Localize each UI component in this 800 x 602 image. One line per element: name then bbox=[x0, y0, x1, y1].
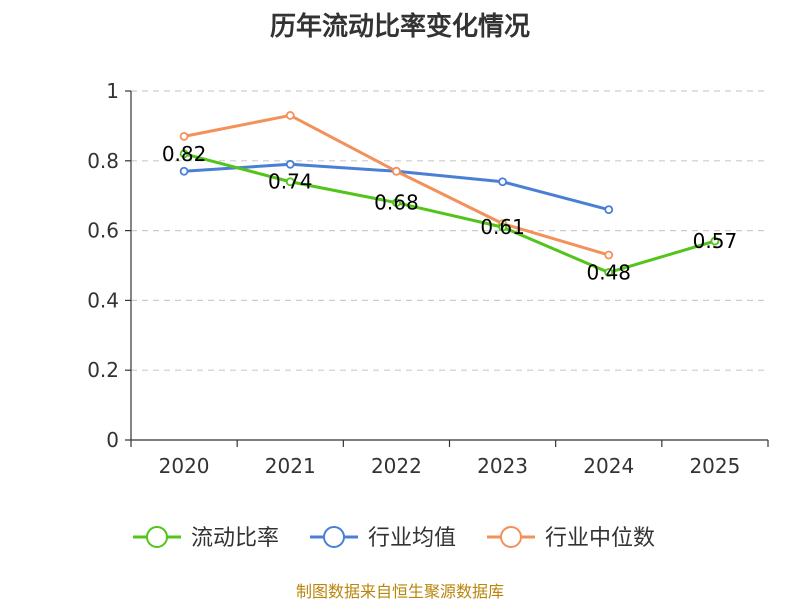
legend-label: 流动比率 bbox=[191, 526, 279, 551]
y-tick-label: 0.6 bbox=[87, 219, 119, 243]
x-tick-label: 2020 bbox=[159, 454, 210, 478]
data-label: 0.57 bbox=[693, 229, 738, 253]
series-line bbox=[183, 113, 610, 257]
data-source-note: 制图数据来自恒生聚源数据库 bbox=[295, 582, 504, 601]
data-point bbox=[604, 250, 614, 260]
chart-title: 历年流动比率变化情况 bbox=[269, 12, 530, 42]
data-label: 0.61 bbox=[480, 215, 525, 239]
y-tick-label: 0 bbox=[106, 428, 119, 452]
data-label: 0.82 bbox=[162, 142, 207, 166]
data-point bbox=[710, 236, 720, 246]
grid-lines bbox=[131, 90, 768, 371]
data-point bbox=[498, 177, 507, 187]
legend-marker-icon bbox=[146, 526, 168, 548]
legend-marker-icon bbox=[500, 526, 522, 548]
data-label: 0.68 bbox=[374, 191, 419, 215]
legend-label: 行业均值 bbox=[368, 526, 456, 551]
legend-item[interactable]: 行业均值 bbox=[310, 526, 456, 551]
data-point bbox=[285, 177, 295, 187]
y-tick-label: 0.8 bbox=[87, 149, 119, 173]
x-tick-label: 2024 bbox=[583, 454, 634, 478]
data-point bbox=[498, 222, 507, 232]
axes: 0 0.2 0.4 0.6 0.8 1 2020 2021 2022 2023 2024 2025 bbox=[87, 79, 769, 478]
data-point bbox=[392, 198, 401, 208]
data-point bbox=[179, 131, 189, 141]
data-point bbox=[179, 149, 189, 159]
data-point bbox=[604, 205, 614, 215]
series-lines bbox=[179, 111, 720, 277]
legend-marker-icon bbox=[323, 526, 345, 548]
legend: 流动比率 行业均值 行业中位数 bbox=[133, 526, 655, 551]
series-line bbox=[183, 152, 716, 274]
data-labels: 0.82 0.74 0.68 0.61 0.48 0.57 bbox=[162, 142, 737, 285]
x-tick-label: 2021 bbox=[265, 454, 316, 478]
data-point bbox=[179, 166, 189, 176]
data-label: 0.74 bbox=[268, 170, 313, 194]
y-tick-label: 1 bbox=[106, 79, 119, 103]
legend-label: 行业中位数 bbox=[545, 526, 655, 551]
y-tick-label: 0.2 bbox=[87, 358, 119, 382]
legend-item[interactable]: 流动比率 bbox=[133, 526, 279, 551]
x-tick-label: 2023 bbox=[477, 454, 528, 478]
data-point bbox=[392, 166, 401, 176]
legend-item[interactable]: 行业中位数 bbox=[487, 526, 655, 551]
data-point bbox=[285, 111, 295, 120]
y-tick-label: 0.4 bbox=[87, 288, 119, 312]
x-tick-label: 2025 bbox=[689, 454, 740, 478]
data-point bbox=[604, 268, 614, 277]
x-tick-label: 2022 bbox=[371, 454, 422, 478]
data-point bbox=[285, 159, 295, 169]
data-label: 0.48 bbox=[586, 260, 631, 284]
